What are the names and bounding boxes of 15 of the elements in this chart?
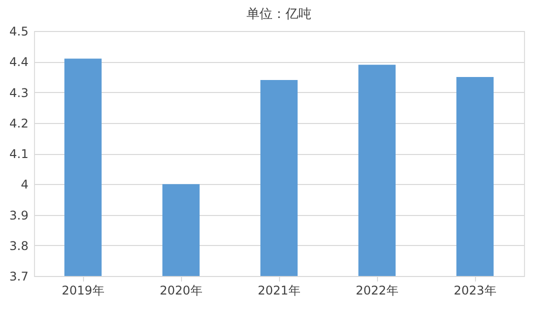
y-tick-label: 4.4 bbox=[9, 55, 28, 70]
chart-title: 单位：亿吨 bbox=[246, 7, 312, 22]
x-tick-label: 2021年 bbox=[258, 284, 300, 298]
y-tick-label: 3.8 bbox=[9, 238, 28, 253]
y-tick-label: 4.5 bbox=[9, 24, 28, 38]
x-tick-label: 2019年 bbox=[62, 284, 104, 298]
y-tick-label: 3.7 bbox=[9, 270, 28, 284]
y-tick-label: 4.3 bbox=[9, 86, 28, 100]
x-tick-label: 2022年 bbox=[356, 284, 398, 298]
y-tick-label: 4.2 bbox=[9, 116, 28, 130]
y-tick-label: 4.1 bbox=[9, 147, 28, 161]
x-tick-label: 2020年 bbox=[160, 284, 202, 298]
y-tick-label: 4 bbox=[20, 178, 28, 192]
y-tick-label: 3.9 bbox=[9, 208, 28, 222]
x-tick-label: 2023年 bbox=[454, 284, 496, 298]
